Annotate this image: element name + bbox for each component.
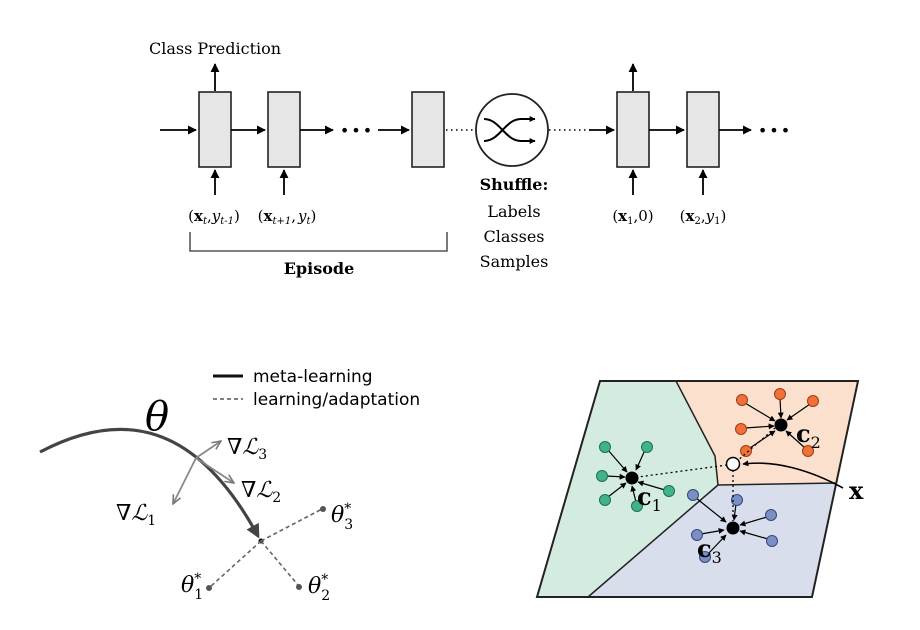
support-point bbox=[691, 529, 703, 541]
input-label-4: (x2,y1) bbox=[680, 207, 727, 227]
support-point bbox=[765, 509, 777, 521]
support-point bbox=[736, 394, 748, 406]
rnn-cell-3 bbox=[411, 91, 445, 168]
meta-learning-path bbox=[39, 427, 260, 539]
optimum-point-2 bbox=[296, 584, 302, 590]
support-point bbox=[699, 551, 711, 563]
prototype-c2 bbox=[774, 418, 788, 432]
prototype-c1 bbox=[625, 471, 639, 485]
rnn-episode-diagram: Class Prediction ••• (xt,yt-1) (xt+1, yt)… bbox=[149, 39, 792, 278]
optimum-label-2: θ* 2 bbox=[308, 572, 330, 604]
shuffle-item-samples: Samples bbox=[480, 252, 549, 271]
support-point bbox=[687, 489, 699, 501]
prototype-label-c3: c3 bbox=[697, 534, 722, 567]
rnn-cell-4 bbox=[616, 91, 650, 168]
cluster-class-3: c3 bbox=[687, 489, 778, 567]
support-point bbox=[641, 441, 653, 453]
support-point bbox=[774, 388, 786, 400]
shuffle-icon bbox=[475, 93, 549, 167]
rnn-cell-5 bbox=[686, 91, 720, 168]
episode-label: Episode bbox=[284, 259, 355, 278]
query-label: x bbox=[849, 476, 864, 505]
support-point bbox=[599, 494, 611, 506]
support-point bbox=[599, 441, 611, 453]
optimum-point-3 bbox=[320, 506, 326, 512]
support-point bbox=[735, 423, 747, 435]
shuffle-title: Shuffle: bbox=[480, 175, 549, 194]
region-class-1 bbox=[537, 381, 718, 597]
optimum-label-1: θ* 1 bbox=[181, 571, 203, 603]
adaptation-path-2 bbox=[260, 540, 299, 586]
gradient-arrow-2 bbox=[195, 457, 234, 483]
query-pointer-arrow bbox=[742, 460, 844, 489]
input-label-1: (xt,yt-1) bbox=[188, 207, 240, 227]
support-point bbox=[731, 494, 743, 506]
support-point bbox=[596, 470, 608, 482]
optimum-label-3: θ* 3 bbox=[331, 501, 353, 533]
prototype-c3 bbox=[726, 521, 740, 535]
support-point bbox=[802, 445, 814, 457]
query-point bbox=[725, 456, 741, 472]
query-distances bbox=[637, 427, 776, 521]
legend-learning-adaptation: learning/adaptation bbox=[253, 390, 420, 410]
gradient-label-1: ∇ℒ1 bbox=[116, 501, 156, 529]
adaptation-path-1 bbox=[209, 540, 262, 588]
ellipsis-1: ••• bbox=[340, 121, 374, 140]
prototype-diagram: c1 c2 bbox=[535, 380, 864, 598]
gradient-label-3: ∇ℒ3 bbox=[227, 435, 267, 463]
rnn-cell-2 bbox=[267, 91, 301, 168]
input-label-2: (xt+1, yt) bbox=[258, 207, 317, 227]
input-label-3: (x1,0) bbox=[612, 207, 653, 227]
ellipsis-2: ••• bbox=[758, 121, 792, 140]
shuffle-item-labels: Labels bbox=[487, 202, 540, 221]
gradient-arrow-3 bbox=[195, 441, 221, 459]
adaptation-path-3 bbox=[260, 508, 323, 542]
support-point bbox=[663, 485, 675, 497]
episode-bracket bbox=[189, 232, 448, 252]
meta-learning-diagram: meta-learning learning/adaptation θ ∇ℒ3 … bbox=[39, 367, 420, 604]
gradient-label-2: ∇ℒ2 bbox=[241, 478, 281, 506]
rnn-cell-1 bbox=[198, 91, 232, 168]
cluster-class-1: c1 bbox=[596, 441, 675, 515]
shuffle-item-classes: Classes bbox=[484, 227, 545, 246]
support-point bbox=[807, 395, 819, 407]
region-boundaries bbox=[587, 380, 838, 598]
support-point bbox=[631, 500, 643, 512]
class-prediction-label: Class Prediction bbox=[149, 39, 281, 58]
optimum-point-1 bbox=[206, 585, 212, 591]
gradient-arrow-1 bbox=[173, 457, 197, 504]
parallelogram-frame bbox=[535, 380, 860, 598]
support-point bbox=[740, 445, 752, 457]
region-class-2 bbox=[676, 381, 858, 485]
support-point bbox=[766, 535, 778, 547]
legend-meta-learning: meta-learning bbox=[253, 367, 373, 387]
